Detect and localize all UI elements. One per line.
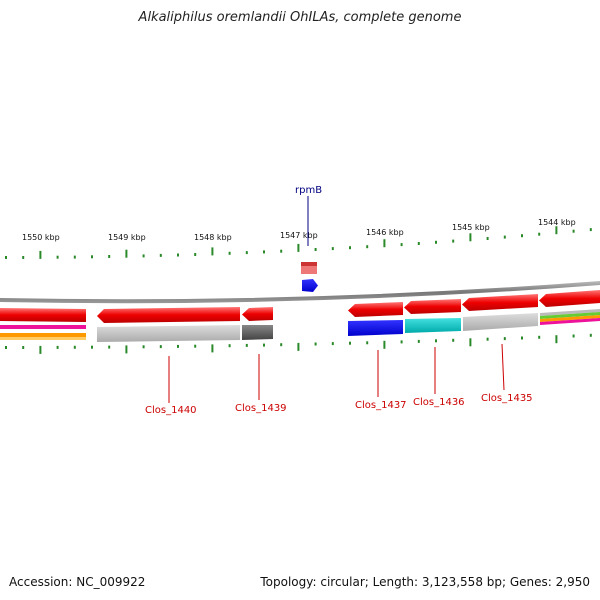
- cds-right-edge[interactable]: [539, 290, 600, 307]
- kbp-label-1547: 1547 kbp: [280, 231, 318, 240]
- cog-strip-green: [540, 312, 600, 319]
- leader-clos-1435: [501, 343, 505, 391]
- kbp-label-1549: 1549 kbp: [108, 233, 146, 242]
- cog-clos-1439[interactable]: [242, 325, 273, 340]
- genome-backbone: [0, 281, 600, 304]
- cog-clos-1437[interactable]: [348, 320, 403, 336]
- cds-clos-1436[interactable]: [404, 299, 461, 314]
- cds-clos-1435[interactable]: [462, 294, 538, 311]
- rpmB-gene[interactable]: [302, 279, 318, 292]
- gene-label-clos-1440: Clos_1440: [145, 405, 197, 416]
- cog-white-strip: [0, 329, 86, 333]
- genome-stats-text: Topology: circular; Length: 3,123,558 bp…: [260, 575, 590, 589]
- gene-label-clos-1439: Clos_1439: [235, 403, 287, 414]
- gene-label-clos-1437: Clos_1437: [355, 400, 407, 411]
- gene-label-rpmB: rpmB: [295, 185, 322, 196]
- kbp-label-1545: 1545 kbp: [452, 223, 490, 232]
- kbp-label-1546: 1546 kbp: [366, 228, 404, 237]
- cog-orange-light-strip: [0, 337, 86, 340]
- cog-magenta-strip: [0, 325, 86, 329]
- accession-text: Accession: NC_009922: [9, 575, 146, 589]
- cds-left-edge[interactable]: [0, 308, 86, 322]
- cog-orange-strip: [0, 333, 86, 337]
- gene-label-clos-1435: Clos_1435: [481, 393, 533, 404]
- kbp-label-1550: 1550 kbp: [22, 233, 60, 242]
- kbp-label-1544: 1544 kbp: [538, 218, 576, 227]
- gene-label-clos-1436: Clos_1436: [413, 397, 465, 408]
- map-title: Alkaliphilus oremlandii OhILAs, complete…: [138, 10, 462, 25]
- cog-clos-1440[interactable]: [97, 325, 240, 342]
- cds-clos-1437[interactable]: [348, 302, 403, 317]
- top-tick-track: [5, 226, 592, 259]
- cds-clos-1439[interactable]: [242, 307, 273, 321]
- rpmB-rna-feature-top: [301, 262, 317, 266]
- cog-clos-1436[interactable]: [405, 318, 461, 333]
- bottom-tick-track: [5, 333, 592, 354]
- cog-clos-1435[interactable]: [463, 313, 538, 331]
- cds-clos-1440[interactable]: [97, 307, 240, 323]
- cog-strip-magenta: [540, 318, 600, 325]
- cog-strip-orange: [540, 315, 600, 322]
- cog-strip-gray: [540, 309, 600, 316]
- kbp-label-1548: 1548 kbp: [194, 233, 232, 242]
